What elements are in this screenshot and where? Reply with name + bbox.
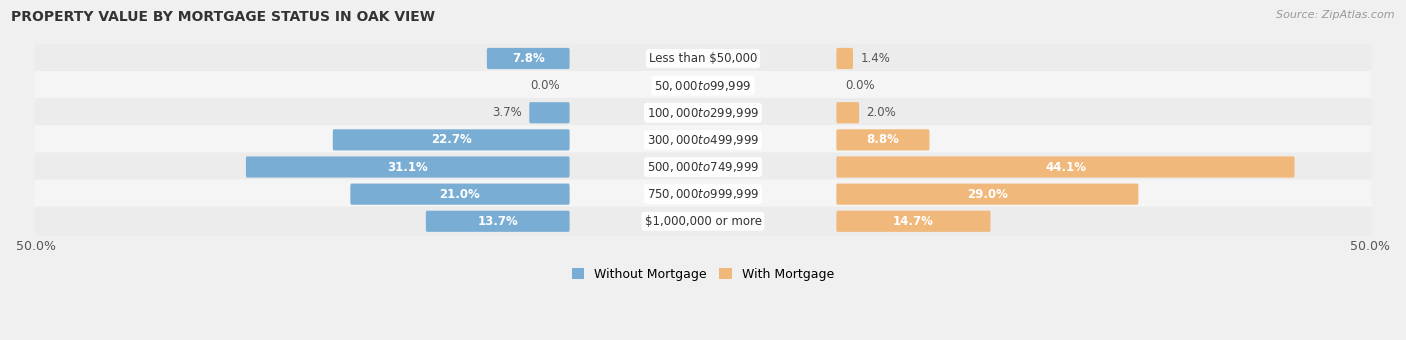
Text: 0.0%: 0.0% <box>846 79 876 92</box>
Text: $750,000 to $999,999: $750,000 to $999,999 <box>647 187 759 201</box>
Text: $1,000,000 or more: $1,000,000 or more <box>644 215 762 228</box>
Text: $500,000 to $749,999: $500,000 to $749,999 <box>647 160 759 174</box>
FancyBboxPatch shape <box>333 129 569 151</box>
FancyBboxPatch shape <box>34 152 1372 182</box>
FancyBboxPatch shape <box>246 156 569 177</box>
Text: 3.7%: 3.7% <box>492 106 522 119</box>
Text: Source: ZipAtlas.com: Source: ZipAtlas.com <box>1277 10 1395 20</box>
FancyBboxPatch shape <box>837 156 1295 177</box>
Text: 14.7%: 14.7% <box>893 215 934 228</box>
Text: 13.7%: 13.7% <box>478 215 517 228</box>
Text: 21.0%: 21.0% <box>440 188 481 201</box>
FancyBboxPatch shape <box>837 129 929 151</box>
FancyBboxPatch shape <box>34 125 1372 154</box>
FancyBboxPatch shape <box>837 102 859 123</box>
Text: 31.1%: 31.1% <box>388 160 429 173</box>
Text: 22.7%: 22.7% <box>430 133 471 147</box>
FancyBboxPatch shape <box>34 98 1372 128</box>
Text: $50,000 to $99,999: $50,000 to $99,999 <box>654 79 752 92</box>
Text: 2.0%: 2.0% <box>866 106 896 119</box>
Text: 8.8%: 8.8% <box>866 133 900 147</box>
Text: 29.0%: 29.0% <box>967 188 1008 201</box>
Text: Less than $50,000: Less than $50,000 <box>648 52 758 65</box>
FancyBboxPatch shape <box>486 48 569 69</box>
Text: 1.4%: 1.4% <box>860 52 890 65</box>
FancyBboxPatch shape <box>34 207 1372 236</box>
FancyBboxPatch shape <box>837 184 1139 205</box>
Text: $300,000 to $499,999: $300,000 to $499,999 <box>647 133 759 147</box>
FancyBboxPatch shape <box>529 102 569 123</box>
Legend: Without Mortgage, With Mortgage: Without Mortgage, With Mortgage <box>567 263 839 286</box>
FancyBboxPatch shape <box>837 211 990 232</box>
FancyBboxPatch shape <box>34 44 1372 73</box>
Text: PROPERTY VALUE BY MORTGAGE STATUS IN OAK VIEW: PROPERTY VALUE BY MORTGAGE STATUS IN OAK… <box>11 10 436 24</box>
FancyBboxPatch shape <box>34 180 1372 209</box>
FancyBboxPatch shape <box>837 48 853 69</box>
Text: 44.1%: 44.1% <box>1045 160 1085 173</box>
Text: 7.8%: 7.8% <box>512 52 544 65</box>
Text: $100,000 to $299,999: $100,000 to $299,999 <box>647 106 759 120</box>
Text: 0.0%: 0.0% <box>530 79 560 92</box>
FancyBboxPatch shape <box>350 184 569 205</box>
FancyBboxPatch shape <box>426 211 569 232</box>
FancyBboxPatch shape <box>34 71 1372 100</box>
